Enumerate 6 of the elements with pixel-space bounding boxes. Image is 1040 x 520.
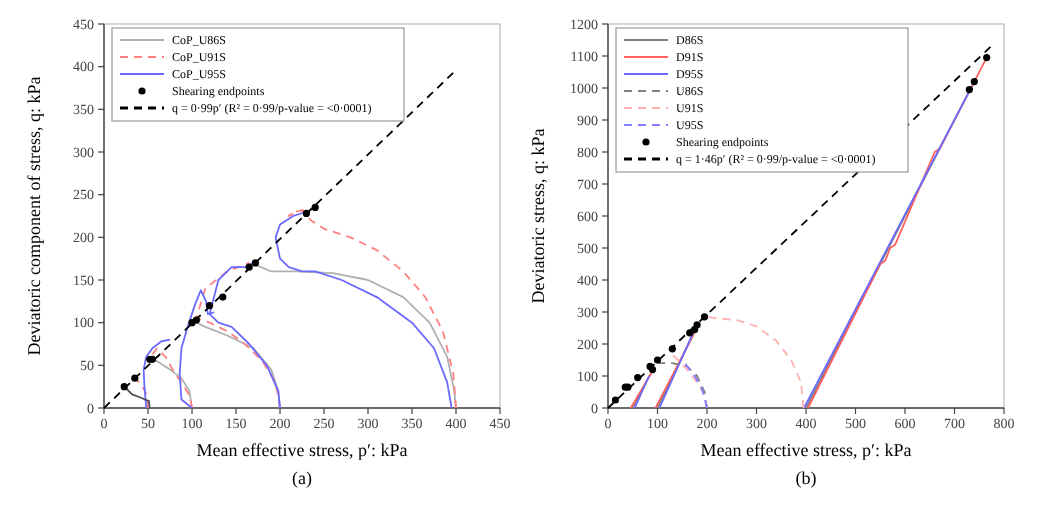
text: (a)	[292, 468, 312, 488]
y-axis-title: Deviatoric stress, q: kPa	[528, 128, 548, 304]
text: (b)	[795, 468, 817, 488]
x-axis-title: Mean effective stress, p′: kPa	[196, 440, 408, 460]
y-axis-title: Deviatoric component of stress, q: kPa	[24, 76, 44, 356]
x-axis-title: Mean effective stress, p′: kPa	[700, 440, 912, 460]
